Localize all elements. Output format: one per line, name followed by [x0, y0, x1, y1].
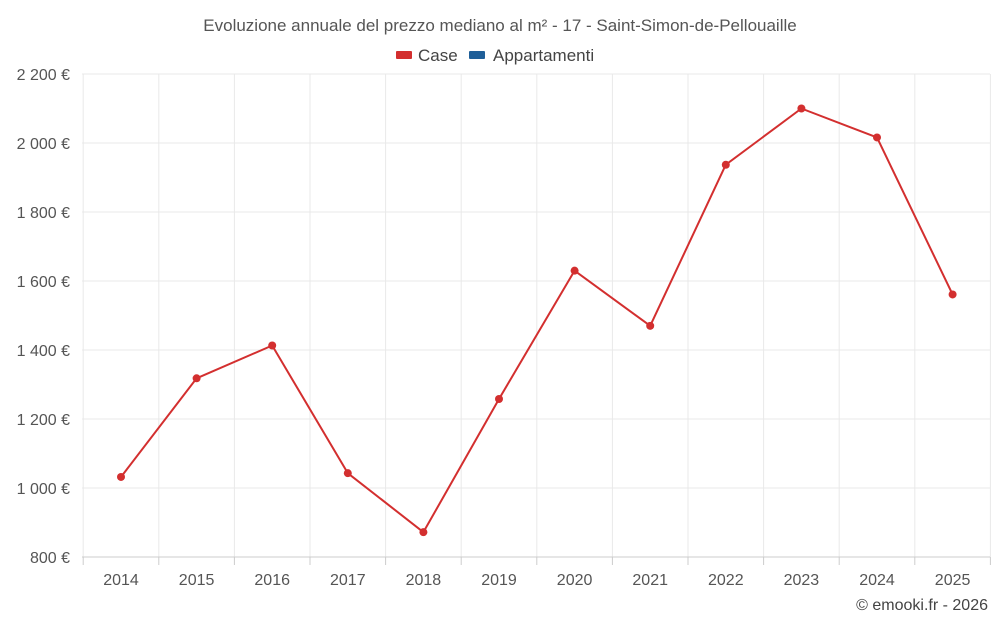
legend-swatch-case [396, 51, 412, 59]
y-tick-label: 1 600 € [17, 274, 70, 291]
y-tick-label: 2 000 € [17, 136, 70, 153]
x-axis-ticks: 2014 2015 2016 2017 2018 2019 2020 2021 2022 2023… [82, 557, 991, 589]
x-tick-label: 2020 [557, 572, 593, 589]
credit-text: © emooki.fr - 2026 [856, 597, 988, 614]
y-tick-label: 1 800 € [17, 205, 70, 222]
x-tick-label: 2021 [632, 572, 668, 589]
legend-label-appartamenti: Appartamenti [493, 46, 594, 65]
x-tick-label: 2024 [859, 572, 895, 589]
data-point[interactable] [721, 160, 730, 169]
data-point[interactable] [268, 341, 277, 350]
data-point[interactable] [192, 374, 201, 383]
x-tick-label: 2016 [254, 572, 290, 589]
y-axis-ticks: 800 € 1 000 € 1 200 € 1 400 € 1 600 € 1 800 €… [17, 67, 70, 567]
x-tick-label: 2025 [935, 572, 971, 589]
y-tick-label: 1 400 € [17, 343, 70, 360]
x-tick-label: 2018 [406, 572, 442, 589]
x-tick-label: 2023 [784, 572, 820, 589]
data-point[interactable] [570, 266, 579, 275]
data-point[interactable] [873, 133, 881, 142]
data-point[interactable] [948, 290, 957, 299]
x-tick-label: 2015 [179, 572, 215, 589]
series-case [117, 104, 957, 537]
legend-swatch-appartamenti [469, 51, 485, 59]
data-point[interactable] [343, 469, 352, 478]
data-point[interactable] [646, 321, 655, 330]
y-tick-label: 1 200 € [17, 412, 70, 429]
legend: Case Appartamenti [396, 46, 594, 65]
y-tick-label: 800 € [30, 550, 70, 567]
legend-label-case: Case [418, 46, 458, 65]
series-line [120, 107, 954, 534]
data-point[interactable] [797, 104, 806, 113]
chart-title: Evoluzione annuale del prezzo mediano al… [203, 16, 796, 35]
data-point[interactable] [419, 528, 428, 537]
x-tick-label: 2017 [330, 572, 366, 589]
legend-item-case[interactable]: Case [396, 46, 458, 65]
x-tick-label: 2022 [708, 572, 744, 589]
data-point[interactable] [117, 472, 125, 481]
legend-item-appartamenti[interactable]: Appartamenti [469, 46, 594, 65]
y-gridlines [82, 73, 990, 489]
y-tick-label: 2 200 € [17, 67, 70, 84]
x-gridlines [82, 74, 991, 557]
data-point[interactable] [495, 394, 503, 403]
x-tick-label: 2019 [481, 572, 517, 589]
y-tick-label: 1 000 € [17, 481, 70, 498]
x-tick-label: 2014 [103, 572, 139, 589]
